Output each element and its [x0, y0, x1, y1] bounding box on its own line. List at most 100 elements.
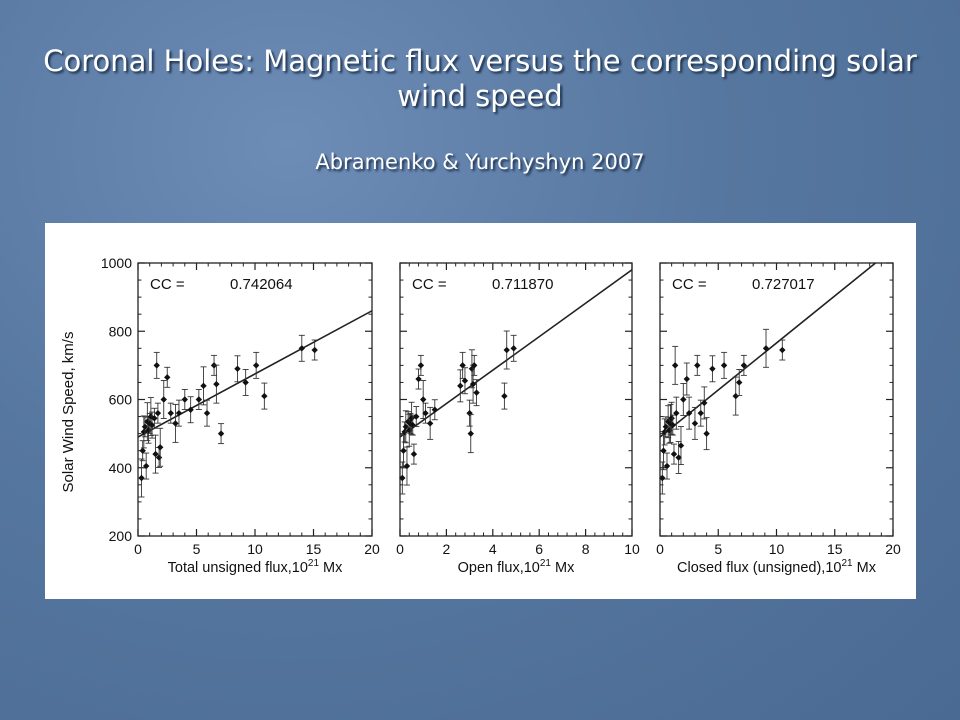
cc-value: 0.711870 [492, 276, 553, 293]
data-point [426, 420, 434, 427]
data-point [673, 409, 680, 417]
data-point [740, 362, 748, 369]
data-point [736, 379, 743, 386]
y-tick-label: 600 [109, 392, 133, 408]
x-axis-label-exponent: 21 [841, 558, 853, 569]
scatter-figure: Solar Wind Speed, km/s 0 5 10 15 20200400600… [60, 255, 901, 576]
y-axis-label: Solar Wind Speed, km/s [60, 332, 77, 493]
data-point [671, 362, 679, 369]
data-point [203, 409, 211, 417]
x-tick-label: 10 [624, 541, 640, 557]
data-point [466, 409, 473, 417]
chart-panel-1: 0 5 10 15 20 200 400 600 800 1000 CC = 0.742064 Tota… [101, 255, 380, 576]
data-point [261, 392, 268, 400]
data-point [148, 421, 156, 429]
data-point [141, 423, 149, 430]
data-point [417, 362, 425, 369]
x-tick-label: 5 [193, 541, 201, 557]
data-point [669, 421, 677, 429]
data-point [311, 346, 318, 354]
data-point [142, 462, 150, 470]
data-point [153, 362, 160, 369]
data-point [469, 380, 477, 388]
data-point [680, 396, 687, 403]
data-point [152, 450, 159, 458]
data-point [420, 396, 427, 403]
data-point [160, 396, 167, 403]
data-point [691, 420, 699, 427]
data-point [510, 345, 517, 352]
fit-line [660, 263, 877, 438]
data-point [195, 396, 203, 403]
data-point [661, 428, 668, 436]
data-point [659, 474, 666, 482]
cc-value: 0.742064 [230, 276, 293, 293]
x-axis-label: Open flux,1021 Mx [458, 558, 575, 576]
chart-panel-3: 0 5 10 15 20 CC = 0.727017 Closed flux (unsigne… [656, 262, 901, 576]
x-axis-label: Total unsigned flux,1021 Mx [168, 558, 343, 576]
data-point [164, 374, 171, 381]
slide-subtitle: Abramenko & Yurchyshyn 2007 [315, 150, 645, 174]
data-point [400, 447, 407, 454]
data-point [413, 413, 420, 420]
x-tick-label: 0 [134, 541, 142, 557]
data-point [167, 409, 174, 417]
x-tick-label: 20 [364, 541, 380, 557]
cc-value: 0.727017 [752, 276, 815, 293]
data-point [217, 430, 225, 437]
data-point [670, 450, 678, 458]
data-point [675, 454, 682, 461]
data-point [503, 346, 510, 354]
x-axis-label-exponent: 21 [540, 558, 552, 569]
plot-frame [659, 262, 894, 537]
x-tick-label: 10 [247, 541, 263, 557]
data-point [471, 362, 478, 369]
data-point [200, 382, 207, 390]
fit-line [138, 310, 372, 438]
data-point [701, 399, 708, 407]
x-axis-label-exponent: 21 [308, 558, 320, 569]
data-point [685, 409, 693, 417]
x-tick-label: 5 [714, 541, 722, 557]
chart-panel-2: 0 2 4 6 8 10 CC = 0.711870 Open flux,1021 Mx [396, 262, 640, 576]
data-point [461, 377, 469, 384]
data-point [431, 406, 438, 413]
data-point [154, 409, 162, 417]
x-tick-label: 0 [656, 541, 664, 557]
data-point [683, 375, 690, 383]
data-point [157, 444, 164, 451]
data-point [415, 375, 422, 383]
data-point [172, 420, 179, 427]
data-point [242, 379, 249, 386]
y-tick-label: 200 [109, 528, 133, 544]
figure-panel: Solar Wind Speed, km/s 0 5 10 15 20 200 400 600… [45, 223, 916, 599]
x-tick-label: 4 [489, 541, 497, 557]
data-point [457, 382, 464, 390]
data-point [660, 447, 667, 454]
x-tick-label: 2 [443, 541, 451, 557]
cc-label: CC = [150, 276, 185, 293]
data-point [663, 462, 671, 470]
data-point [252, 362, 260, 369]
data-point [410, 450, 418, 458]
x-tick-label: 0 [396, 541, 404, 557]
data-point [187, 406, 194, 413]
x-axis-label-text: Open flux,10 [458, 560, 540, 576]
x-axis-label-unit: Mx [853, 560, 877, 576]
data-point [720, 362, 728, 369]
fit-line [400, 269, 632, 438]
data-point [234, 365, 241, 372]
data-point [298, 345, 305, 352]
data-point [459, 362, 466, 369]
data-point [138, 474, 145, 482]
data-point [403, 462, 411, 470]
data-point [666, 427, 673, 434]
x-axis-label-text: Closed flux (unsigned),10 [677, 560, 841, 576]
data-point [467, 430, 474, 437]
y-tick-label: 400 [109, 460, 133, 476]
x-tick-label: 6 [535, 541, 543, 557]
slide-title: Coronal Holes: Magnetic flux versus the … [43, 44, 917, 113]
plot-frame [137, 262, 373, 537]
data-point [151, 415, 158, 422]
cc-label: CC = [672, 276, 707, 293]
